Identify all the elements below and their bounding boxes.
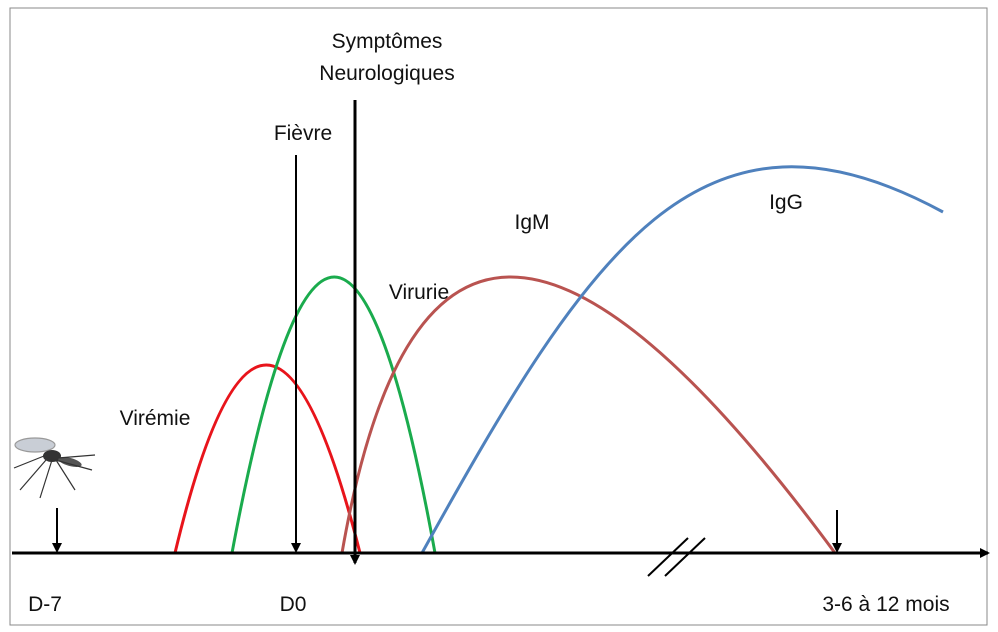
symptoms-label: Neurologiques: [319, 62, 454, 85]
igm-label: IgM: [514, 211, 549, 234]
fever-label: Fièvre: [274, 122, 332, 145]
end-label: 3-6 à 12 mois: [822, 593, 949, 616]
viremia-label: Virémie: [120, 407, 191, 430]
page: Symptômes Neurologiques Fièvre Virémie V…: [0, 0, 998, 632]
symptoms-label: Symptômes: [332, 30, 443, 53]
diagram: Symptômes Neurologiques Fièvre Virémie V…: [0, 0, 998, 632]
viruria-label: Virurie: [389, 281, 449, 304]
day0-label: D0: [280, 593, 307, 616]
frame: [10, 8, 987, 625]
igg-label: IgG: [769, 191, 803, 214]
start-label: D-7: [28, 593, 62, 616]
